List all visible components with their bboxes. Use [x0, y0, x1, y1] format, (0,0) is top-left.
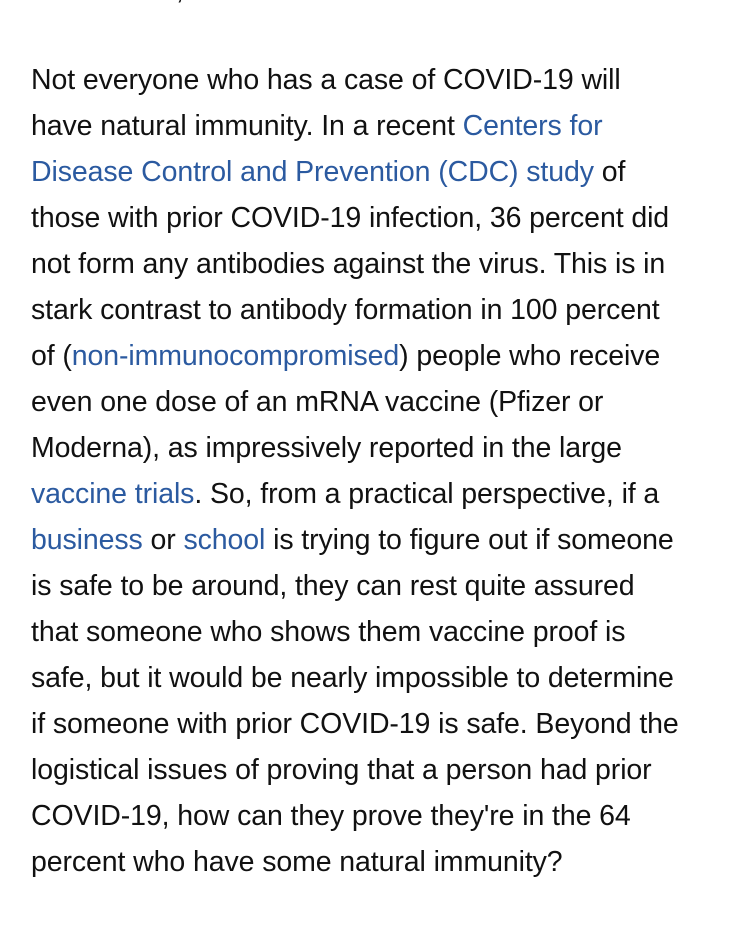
- school-link[interactable]: school: [183, 524, 266, 556]
- paragraph-line-1: Not everyone who has a case of COVID-19 …: [31, 57, 731, 103]
- paragraph-line-16: logistical issues of proving that a pers…: [31, 747, 731, 793]
- text-segment: . So, from a practical perspective, if a: [194, 478, 660, 510]
- paragraph-line-15: if someone with prior COVID-19 is safe. …: [31, 701, 731, 747]
- text-segment: of: [593, 156, 626, 188]
- cdc-study-link[interactable]: Centers for: [462, 110, 603, 142]
- paragraph-line-18: percent who have some natural immunity?: [31, 839, 731, 885]
- text-segment: or: [142, 524, 184, 556]
- text-segment: is trying to figure out if someone: [265, 524, 674, 556]
- paragraph-line-7: of (non-immunocompromised) people who re…: [31, 333, 731, 379]
- text-segment: ) people who receive: [399, 340, 661, 372]
- paragraph-line-4: those with prior COVID-19 infection, 36 …: [31, 195, 731, 241]
- vaccine-trials-link[interactable]: vaccine trials: [31, 478, 195, 510]
- text-segment: Not everyone who has a case of COVID-19 …: [31, 64, 621, 96]
- text-segment: logistical issues of proving that a pers…: [31, 754, 652, 786]
- text-segment: that someone who shows them vaccine proo…: [31, 616, 626, 648]
- text-segment: COVID-19, how can they prove they're in …: [31, 800, 631, 832]
- text-segment: safe, but it would be nearly impossible …: [31, 662, 674, 694]
- paragraph-line-12: is safe to be around, they can rest quit…: [31, 563, 731, 609]
- article-paragraph: Not everyone who has a case of COVID-19 …: [31, 57, 731, 885]
- paragraph-line-14: safe, but it would be nearly impossible …: [31, 655, 731, 701]
- text-segment: even one dose of an mRNA vaccine (Pfizer…: [31, 386, 604, 418]
- text-segment: percent who have some natural immunity?: [31, 846, 563, 878]
- non-immunocompromised-link[interactable]: non-immunocompromised: [71, 340, 400, 372]
- cut-off-text: ,: [176, 0, 184, 6]
- paragraph-line-3: Disease Control and Prevention (CDC) stu…: [31, 149, 731, 195]
- cdc-study-link-continued[interactable]: Disease Control and Prevention (CDC) stu…: [31, 156, 594, 188]
- text-segment: have natural immunity. In a recent: [31, 110, 463, 142]
- paragraph-line-10: vaccine trials. So, from a practical per…: [31, 471, 731, 517]
- text-segment: of (: [31, 340, 72, 372]
- paragraph-line-5: not form any antibodies against the viru…: [31, 241, 731, 287]
- business-link[interactable]: business: [31, 524, 143, 556]
- paragraph-line-11: business or school is trying to figure o…: [31, 517, 731, 563]
- paragraph-line-8: even one dose of an mRNA vaccine (Pfizer…: [31, 379, 731, 425]
- text-segment: Moderna), as impressively reported in th…: [31, 432, 622, 464]
- text-segment: those with prior COVID-19 infection, 36 …: [31, 202, 670, 234]
- paragraph-line-13: that someone who shows them vaccine proo…: [31, 609, 731, 655]
- text-segment: is safe to be around, they can rest quit…: [31, 570, 635, 602]
- paragraph-line-2: have natural immunity. In a recent Cente…: [31, 103, 731, 149]
- text-segment: not form any antibodies against the viru…: [31, 248, 666, 280]
- text-segment: stark contrast to antibody formation in …: [31, 294, 660, 326]
- paragraph-line-6: stark contrast to antibody formation in …: [31, 287, 731, 333]
- text-segment: if someone with prior COVID-19 is safe. …: [31, 708, 679, 740]
- paragraph-line-9: Moderna), as impressively reported in th…: [31, 425, 731, 471]
- cut-off-previous-text: ,: [0, 0, 750, 8]
- paragraph-line-17: COVID-19, how can they prove they're in …: [31, 793, 731, 839]
